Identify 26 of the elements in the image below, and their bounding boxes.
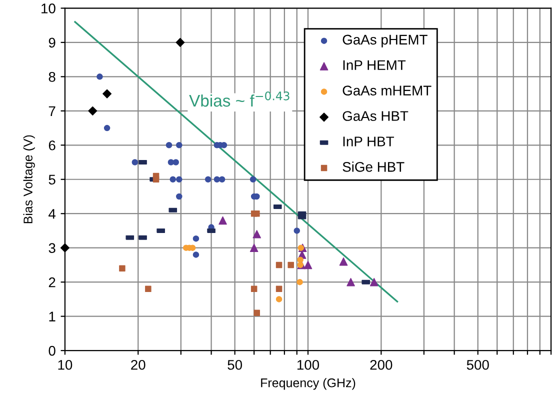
legend-label: InP HEMT	[343, 60, 406, 70]
y-tick-label: 5	[48, 174, 56, 185]
y-tick-label: 1	[49, 312, 56, 322]
legend-label: InP HBT	[343, 136, 394, 146]
annotation: Vbias ~ f$^{−0.43}$	[189, 91, 290, 107]
x-tick-label: 10	[58, 360, 72, 370]
y-tick-label: 7	[48, 106, 56, 116]
y-tick-label: 9	[48, 38, 56, 48]
y-tick-label: 6	[48, 140, 56, 150]
y-tick-label: 3	[48, 243, 56, 254]
legend-label: SiGe HBT	[342, 162, 404, 172]
y-tick-label: 10	[42, 4, 56, 14]
x-tick-label: 200	[370, 360, 392, 370]
legend-label: GaAs mHEMT	[342, 86, 432, 96]
y-tick-label: 8	[48, 72, 56, 82]
legend-label: GaAs pHEMT	[342, 34, 428, 48]
y-tick-label: 4	[48, 209, 56, 219]
legend-label: GaAs HBT	[342, 111, 408, 121]
y-tick-label: 2	[48, 277, 56, 288]
x-tick-label: 100	[297, 360, 320, 370]
y-tick-label: 0	[48, 346, 56, 356]
y-axis-title: Bias Voltage (V)	[23, 135, 35, 224]
x-tick-label: 50	[228, 360, 242, 370]
x-tick-label: 500	[466, 360, 489, 370]
x-tick-label: 20	[131, 360, 146, 370]
x-axis-title: Frequency (GHz)	[261, 378, 356, 390]
